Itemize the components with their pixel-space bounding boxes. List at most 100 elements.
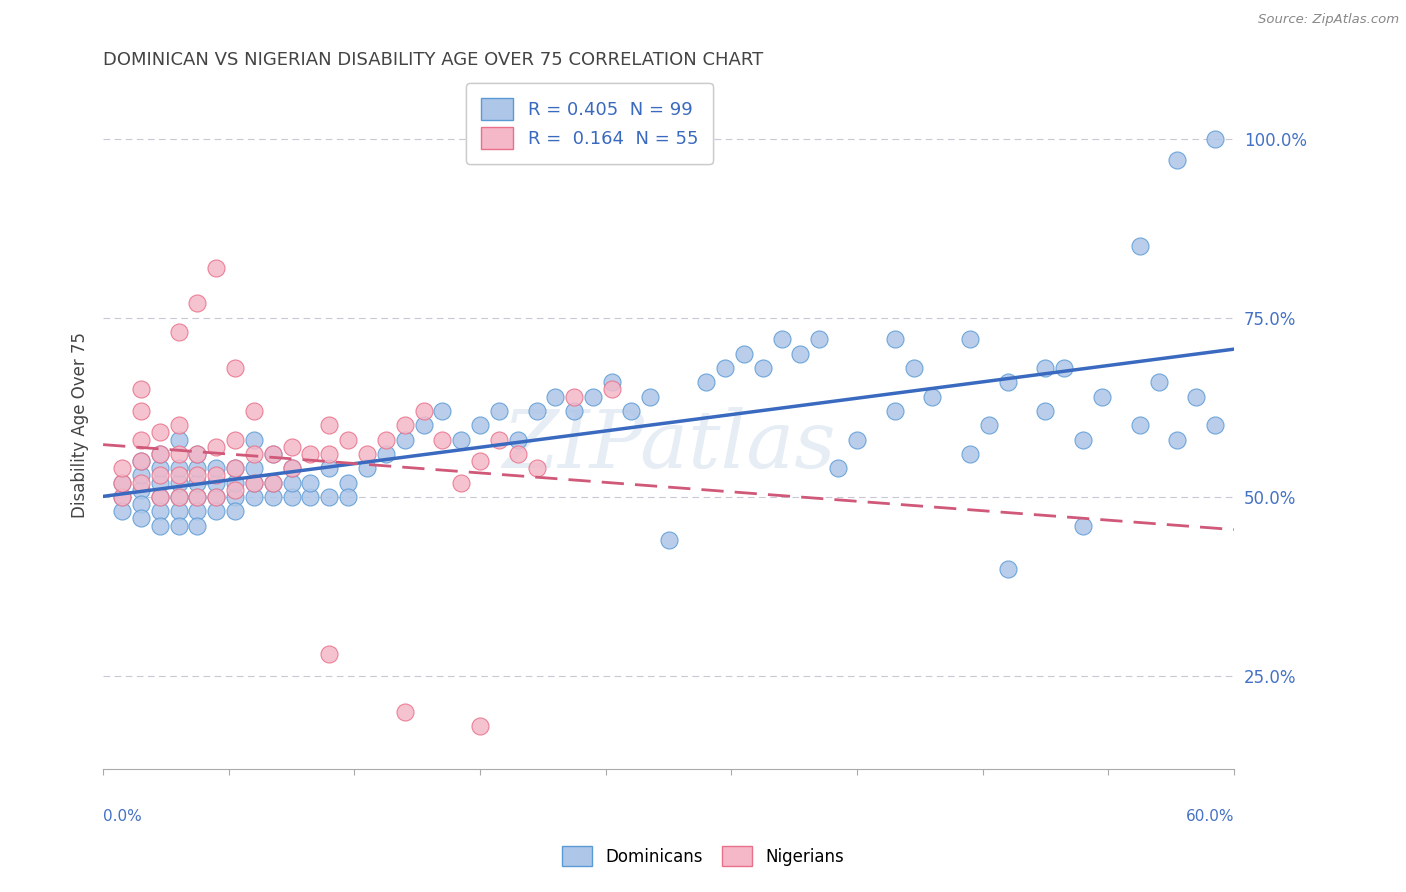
Point xyxy=(205,504,228,518)
Point xyxy=(921,390,943,404)
Point xyxy=(224,475,246,490)
Point xyxy=(789,346,811,360)
Point xyxy=(582,390,605,404)
Point xyxy=(318,418,340,433)
Legend: Dominicans, Nigerians: Dominicans, Nigerians xyxy=(553,838,853,875)
Point xyxy=(356,461,378,475)
Point xyxy=(149,475,172,490)
Legend: R = 0.405  N = 99, R =  0.164  N = 55: R = 0.405 N = 99, R = 0.164 N = 55 xyxy=(467,84,713,163)
Point xyxy=(205,475,228,490)
Point xyxy=(186,490,208,504)
Point xyxy=(205,490,228,504)
Point xyxy=(1035,360,1057,375)
Point xyxy=(186,518,208,533)
Point xyxy=(280,461,302,475)
Point xyxy=(374,447,396,461)
Point xyxy=(243,404,266,418)
Point xyxy=(468,454,491,468)
Point xyxy=(468,719,491,733)
Point xyxy=(299,447,322,461)
Point xyxy=(394,705,416,719)
Point xyxy=(224,360,246,375)
Point xyxy=(959,447,981,461)
Point xyxy=(186,447,208,461)
Point xyxy=(695,376,717,390)
Point xyxy=(770,332,793,346)
Point xyxy=(129,468,152,483)
Point xyxy=(827,461,849,475)
Point xyxy=(129,454,152,468)
Point xyxy=(468,418,491,433)
Point xyxy=(205,468,228,483)
Point xyxy=(1091,390,1114,404)
Point xyxy=(1071,518,1094,533)
Point xyxy=(205,490,228,504)
Point xyxy=(205,440,228,454)
Point xyxy=(111,490,134,504)
Point xyxy=(997,561,1019,575)
Point xyxy=(318,490,340,504)
Point xyxy=(337,433,360,447)
Point xyxy=(149,518,172,533)
Point xyxy=(262,490,284,504)
Point xyxy=(167,461,190,475)
Point xyxy=(262,447,284,461)
Point xyxy=(1053,360,1076,375)
Point xyxy=(149,447,172,461)
Point xyxy=(186,504,208,518)
Point xyxy=(488,433,510,447)
Point xyxy=(600,376,623,390)
Point xyxy=(167,418,190,433)
Point xyxy=(488,404,510,418)
Point xyxy=(412,418,434,433)
Point xyxy=(243,461,266,475)
Text: ZIPatlas: ZIPatlas xyxy=(502,407,835,484)
Point xyxy=(374,433,396,447)
Point xyxy=(186,468,208,483)
Point xyxy=(977,418,1000,433)
Point xyxy=(526,404,548,418)
Point xyxy=(167,325,190,339)
Point xyxy=(262,447,284,461)
Point xyxy=(186,490,208,504)
Point xyxy=(129,383,152,397)
Point xyxy=(224,433,246,447)
Point xyxy=(318,648,340,662)
Point xyxy=(224,461,246,475)
Point xyxy=(129,483,152,497)
Point xyxy=(262,475,284,490)
Point xyxy=(262,475,284,490)
Point xyxy=(224,461,246,475)
Point xyxy=(1129,418,1152,433)
Point xyxy=(111,475,134,490)
Point xyxy=(903,360,925,375)
Point xyxy=(149,447,172,461)
Point xyxy=(243,433,266,447)
Point xyxy=(243,475,266,490)
Text: DOMINICAN VS NIGERIAN DISABILITY AGE OVER 75 CORRELATION CHART: DOMINICAN VS NIGERIAN DISABILITY AGE OVE… xyxy=(103,51,763,69)
Point xyxy=(149,504,172,518)
Point xyxy=(1147,376,1170,390)
Point xyxy=(111,490,134,504)
Point xyxy=(243,447,266,461)
Point xyxy=(186,447,208,461)
Point xyxy=(129,511,152,525)
Point xyxy=(1166,153,1188,168)
Point xyxy=(167,518,190,533)
Point xyxy=(129,454,152,468)
Point xyxy=(562,404,585,418)
Point xyxy=(129,475,152,490)
Point xyxy=(280,490,302,504)
Point xyxy=(620,404,643,418)
Point xyxy=(149,461,172,475)
Point xyxy=(657,533,679,547)
Point xyxy=(167,490,190,504)
Point xyxy=(167,475,190,490)
Point xyxy=(243,475,266,490)
Point xyxy=(883,404,905,418)
Point xyxy=(149,490,172,504)
Point xyxy=(224,504,246,518)
Point xyxy=(526,461,548,475)
Point xyxy=(733,346,755,360)
Text: 60.0%: 60.0% xyxy=(1185,808,1234,823)
